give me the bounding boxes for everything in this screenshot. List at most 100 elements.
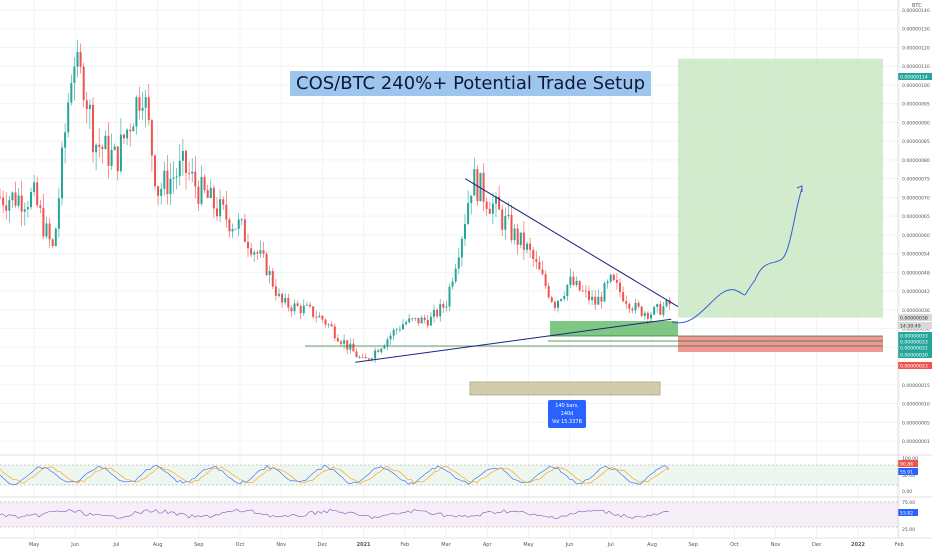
candle-body <box>411 318 414 320</box>
candle-body <box>516 228 519 245</box>
candle-body <box>191 171 194 174</box>
candle-body <box>349 343 352 350</box>
candle-body <box>491 203 494 214</box>
candle-body <box>247 241 249 249</box>
candle-body <box>321 315 324 320</box>
candle-body <box>572 276 575 285</box>
time-tick-label: Feb <box>895 542 904 548</box>
candle-body <box>628 303 631 309</box>
candle-body <box>73 66 76 83</box>
candle-body <box>185 150 187 173</box>
candle-body <box>656 304 659 307</box>
candle-body <box>336 338 339 342</box>
candle-body <box>522 232 525 250</box>
candle-body <box>209 187 212 198</box>
candle-body <box>346 340 349 350</box>
candle-body <box>550 297 553 302</box>
price-tick-label: 0.00000060 <box>902 233 930 239</box>
time-tick-label: Sep <box>194 542 203 548</box>
candle-body <box>243 219 246 242</box>
descending-trendline <box>464 178 679 308</box>
candle-body <box>581 290 584 292</box>
candle-body <box>113 146 116 150</box>
osc-badge <box>898 509 918 516</box>
candle-body <box>383 346 386 349</box>
price-badge-label: 0.00000030 <box>900 353 928 359</box>
candle-body <box>578 280 581 291</box>
candle-body <box>101 146 104 150</box>
candles <box>0 39 671 364</box>
candle-body <box>305 304 308 306</box>
candle-body <box>42 207 45 237</box>
candle-body <box>476 169 479 202</box>
candle-body <box>274 286 277 296</box>
price-tick-label: 0.00000042 <box>902 289 930 295</box>
candle-body <box>212 187 215 209</box>
candle-body <box>594 296 597 305</box>
candle-body <box>144 97 147 108</box>
candle-body <box>160 188 163 196</box>
candle-body <box>240 219 243 221</box>
candle-body <box>532 249 535 260</box>
candle-body <box>569 276 572 285</box>
candle-body <box>498 196 501 210</box>
price-tick-label: 0.00000110 <box>902 64 930 70</box>
candle-body <box>361 357 364 358</box>
candle-body <box>333 326 336 339</box>
candle-body <box>237 219 240 229</box>
price-badge <box>898 338 932 345</box>
time-tick-label: 2021 <box>357 542 371 548</box>
currency-label: BTC <box>912 3 922 9</box>
price-badge-label: 0.00000114 <box>900 75 928 81</box>
price-badge-label: 0.00000038 <box>900 316 928 322</box>
candle-body <box>460 238 463 258</box>
osc-badge-label: 53.82 <box>900 511 913 517</box>
candle-body <box>439 304 442 317</box>
candle-body <box>33 182 36 192</box>
price-tick-label: 0.00000095 <box>902 102 930 108</box>
candle-body <box>389 335 392 340</box>
candle-body <box>408 318 411 323</box>
candle-body <box>154 155 156 187</box>
candle-body <box>79 51 82 67</box>
price-badge <box>898 344 932 351</box>
candle-body <box>17 195 20 206</box>
candle-body <box>467 203 470 224</box>
candle-body <box>619 282 621 293</box>
candle-body <box>402 324 404 330</box>
candle-body <box>662 306 665 315</box>
candle-body <box>377 350 380 353</box>
price-tick-label: 0.00000054 <box>902 252 930 258</box>
candle-body <box>45 223 48 237</box>
osc-band <box>0 502 898 527</box>
candle-body <box>92 104 94 153</box>
candle-body <box>14 192 17 206</box>
candle-body <box>48 223 51 240</box>
time-tick-label: Nov <box>771 542 781 548</box>
price-tick-label: 0.00000010 <box>902 402 930 408</box>
time-tick-label: 2022 <box>851 542 865 548</box>
candle-body <box>76 51 79 67</box>
candle-body <box>609 274 612 282</box>
candle-body <box>557 300 559 308</box>
candle-body <box>290 307 293 312</box>
candle-body <box>150 120 153 156</box>
candle-body <box>228 219 231 232</box>
price-badge-label: 0.00000033 <box>900 340 928 346</box>
candle-body <box>513 228 516 241</box>
candle-body <box>612 274 615 281</box>
candle-body <box>281 293 284 303</box>
candle-body <box>606 281 609 284</box>
candle-body <box>566 284 569 296</box>
candle-body <box>482 172 485 202</box>
candle-body <box>70 82 73 103</box>
candle-body <box>495 196 497 204</box>
candle-body <box>529 243 532 250</box>
candle-body <box>309 304 311 307</box>
candle-body <box>216 208 218 217</box>
time-tick-label: Aug <box>647 542 657 548</box>
candle-body <box>442 304 445 308</box>
candle-body <box>374 350 377 359</box>
